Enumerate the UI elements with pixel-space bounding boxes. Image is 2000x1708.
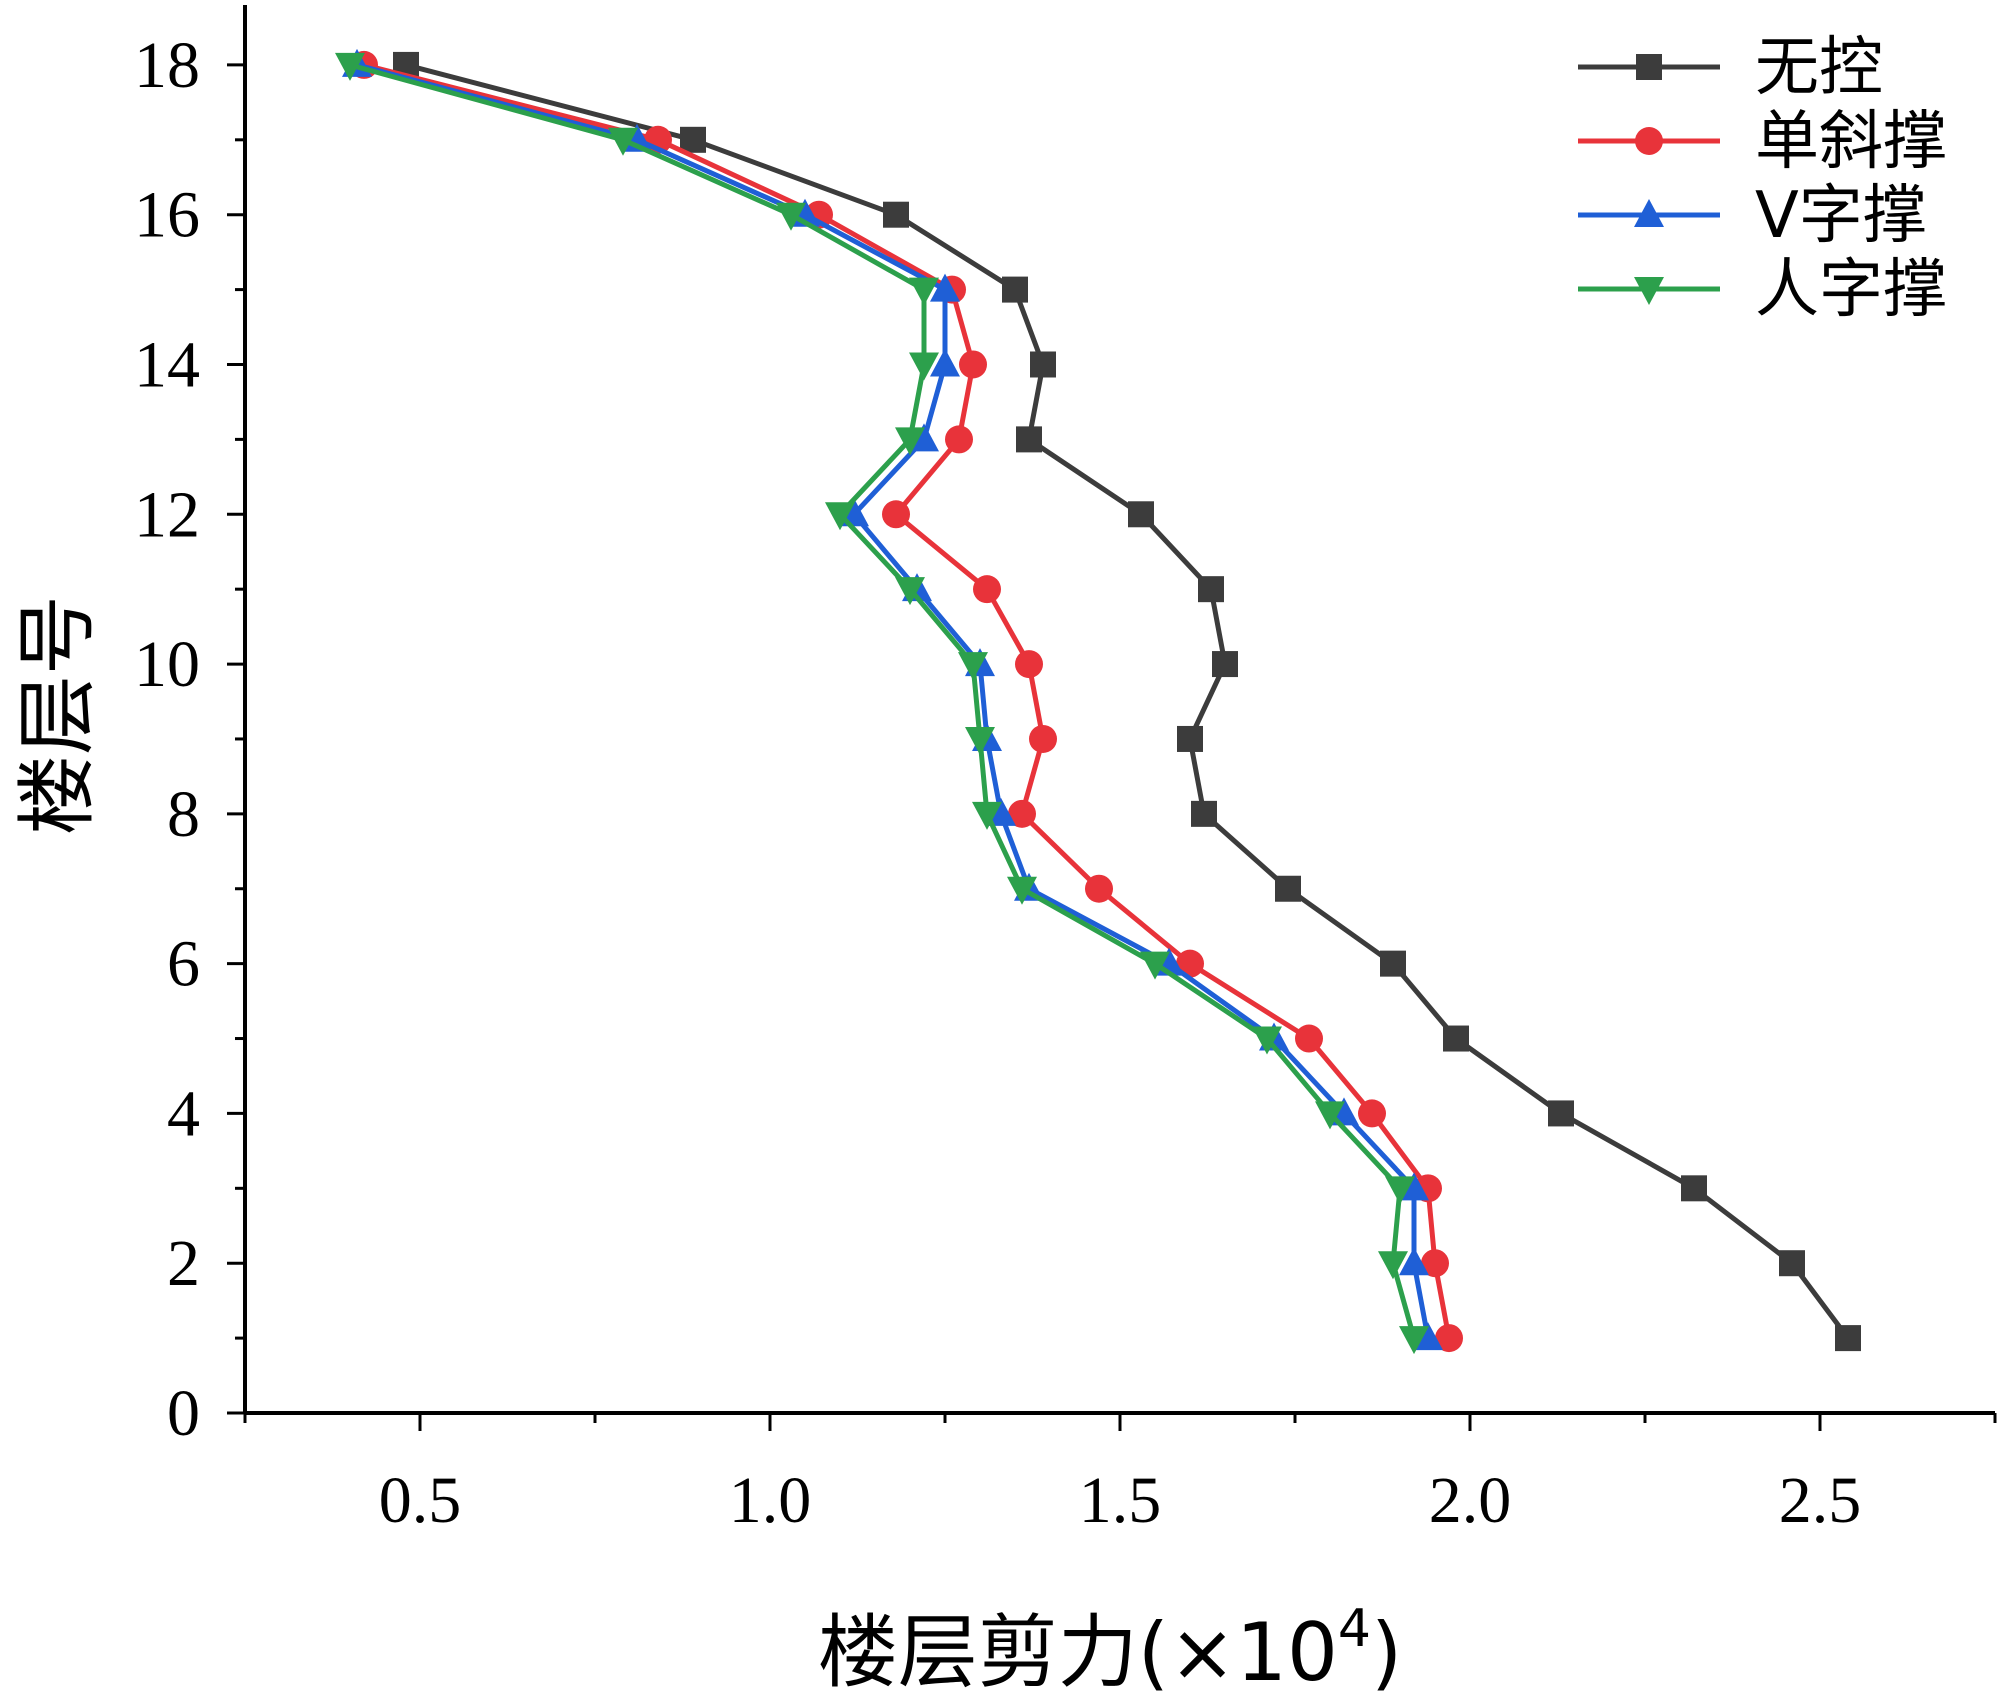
series-4-point xyxy=(776,202,806,231)
series-3-point xyxy=(986,797,1016,826)
series-2-point xyxy=(1421,1249,1449,1278)
series-4-point xyxy=(895,577,925,606)
series-1-point xyxy=(1779,1250,1805,1277)
legend-label: 单斜撑 xyxy=(1755,105,1947,179)
series-4-point xyxy=(958,652,988,681)
series-3-point xyxy=(1399,1172,1429,1201)
y-tick-label: 2 xyxy=(167,1227,200,1300)
x-axis-title-main: 楼层剪力(×10 xyxy=(818,1606,1338,1699)
series-1-point xyxy=(680,126,706,153)
series-2-point xyxy=(1015,650,1043,679)
series-3-point xyxy=(1399,1247,1429,1276)
legend-marker xyxy=(1634,199,1664,227)
series-4-point xyxy=(608,127,638,156)
series-4-point xyxy=(1252,1026,1282,1055)
series-4-point xyxy=(1385,1176,1415,1205)
series-4-point xyxy=(1007,876,1037,905)
x-tick-label: 1.5 xyxy=(1079,1464,1162,1537)
x-axis-title-sup: 4 xyxy=(1338,1599,1371,1659)
series-1-point xyxy=(1030,351,1056,378)
series-2-point xyxy=(959,350,987,379)
x-tick-label: 0.5 xyxy=(379,1464,462,1537)
y-tick-label: 4 xyxy=(167,1077,200,1150)
y-tick-label: 16 xyxy=(134,179,200,252)
series-3-point xyxy=(930,348,960,377)
x-tick-label: 2.5 xyxy=(1779,1464,1862,1537)
y-axis-title: 楼层号 xyxy=(11,595,104,835)
series-4-point xyxy=(1378,1251,1408,1280)
legend-marker xyxy=(1634,277,1664,305)
legend-marker xyxy=(1635,127,1663,155)
legend-marker xyxy=(1636,54,1662,80)
x-axis-title-close: ) xyxy=(1371,1606,1402,1699)
y-tick-label: 14 xyxy=(134,328,200,401)
series-2-point xyxy=(1085,874,1113,903)
series-3-point xyxy=(1413,1322,1443,1351)
series-4-point xyxy=(972,801,1002,830)
series-2-point xyxy=(1358,1099,1386,1128)
series-2 xyxy=(350,50,1463,1353)
series-2-point xyxy=(1435,1324,1463,1353)
series-1-point xyxy=(1681,1175,1707,1202)
series-2-point xyxy=(1295,1024,1323,1053)
series-4-line xyxy=(349,62,1417,1339)
series-2-point xyxy=(1008,799,1036,828)
series-1-point xyxy=(1191,800,1217,827)
series-1-point xyxy=(883,201,909,228)
legend-label: 人字撑 xyxy=(1755,253,1947,327)
series-4-point xyxy=(1315,1101,1345,1130)
series-3 xyxy=(342,48,1443,1351)
series-1-point xyxy=(1212,651,1238,678)
series-4-point xyxy=(909,277,939,306)
series-2-point xyxy=(1029,724,1057,753)
series-2-line xyxy=(363,62,1452,1339)
y-tick-label: 0 xyxy=(167,1377,200,1450)
series-1-point xyxy=(1002,276,1028,303)
legend-entry: 单斜撑 xyxy=(1578,105,1947,179)
series-1-point xyxy=(1548,1100,1574,1127)
series-3-point xyxy=(930,273,960,302)
legend-entry: 无控 xyxy=(1578,31,1883,105)
x-tick-label: 1.0 xyxy=(729,1464,812,1537)
y-tick-label: 10 xyxy=(134,628,200,701)
series-layer xyxy=(335,48,1861,1355)
series-1-point xyxy=(1128,501,1154,528)
series-4-point xyxy=(825,502,855,531)
series-4 xyxy=(335,52,1429,1355)
series-4-point xyxy=(1140,951,1170,980)
y-tick-label: 18 xyxy=(134,29,200,102)
y-tick-label: 8 xyxy=(167,778,200,851)
series-2-point xyxy=(973,575,1001,604)
legend-label: 无控 xyxy=(1755,31,1883,105)
axes-layer: 0.5 1.0 1.5 2.0 2.5 0 2 4 6 8 10 12 14 16 18 xyxy=(134,5,1997,1537)
legend-label: V字撑 xyxy=(1755,179,1927,253)
series-1-point xyxy=(1380,950,1406,977)
series-4-point xyxy=(965,726,995,755)
x-axis-title: 楼层剪力(×104) xyxy=(818,1599,1402,1699)
series-2-point xyxy=(882,500,910,529)
series-1-point xyxy=(1443,1025,1469,1052)
y-tick-label: 6 xyxy=(167,928,200,1001)
y-tick-label: 12 xyxy=(134,478,200,551)
series-4-point xyxy=(335,52,365,81)
series-4-point xyxy=(909,352,939,381)
series-1-point xyxy=(1275,875,1301,902)
legend-entry: V字撑 xyxy=(1578,179,1927,253)
series-1-point xyxy=(1016,426,1042,453)
series-4-point xyxy=(895,427,925,456)
series-1 xyxy=(393,51,1861,1352)
series-4-point xyxy=(1399,1326,1429,1355)
series-2-point xyxy=(945,425,973,454)
series-1-point xyxy=(1198,576,1224,603)
series-1-line xyxy=(405,62,1851,1340)
legend-entry: 人字撑 xyxy=(1578,253,1947,327)
series-3-line xyxy=(356,62,1431,1339)
series-1-point xyxy=(1835,1325,1861,1352)
series-3-point xyxy=(909,423,939,452)
x-tick-label: 2.0 xyxy=(1429,1464,1512,1537)
series-1-point xyxy=(1177,725,1203,752)
